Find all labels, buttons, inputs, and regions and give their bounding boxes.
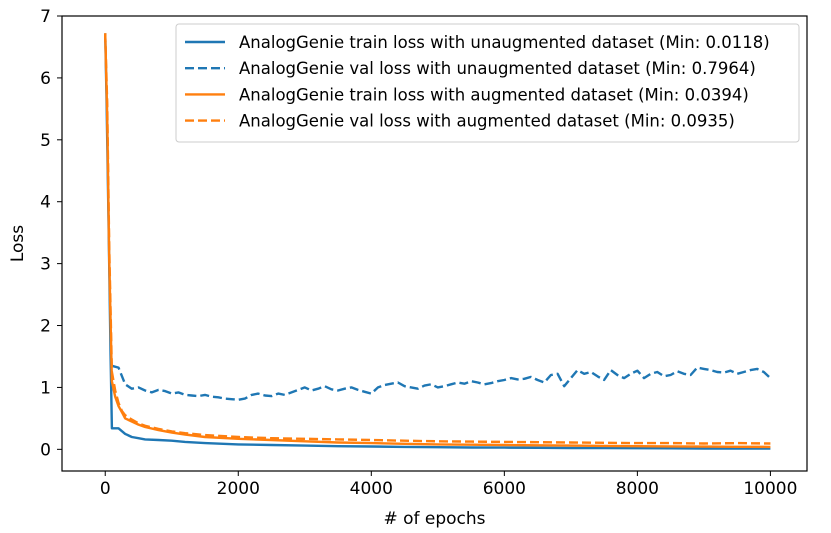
- y-tick-label: 2: [40, 317, 51, 337]
- y-tick-label: 7: [40, 7, 51, 27]
- x-tick-label: 10000: [743, 479, 797, 499]
- x-axis-label: # of epochs: [383, 509, 485, 529]
- y-tick-label: 0: [40, 440, 51, 460]
- series-line-2: [104, 33, 771, 449]
- y-tick-label: 1: [40, 378, 51, 398]
- ticks-layer: 0 2000 4000 6000 8000 10000 0 1 2 3 4 5 6 7: [40, 7, 797, 499]
- legend-label-3: AnalogGenie val loss with augmented data…: [239, 112, 735, 131]
- series-line-0: [104, 33, 771, 450]
- x-tick-label: 6000: [483, 479, 526, 499]
- y-axis-label: Loss: [8, 225, 28, 262]
- legend-box: [175, 23, 800, 143]
- legend: AnalogGenie train loss with unaugmented …: [175, 23, 800, 143]
- legend-label-2: AnalogGenie train loss with augmented da…: [239, 85, 749, 104]
- legend-label-0: AnalogGenie train loss with unaugmented …: [239, 33, 770, 52]
- x-tick-label: 2000: [217, 479, 260, 499]
- y-tick-label: 3: [40, 255, 51, 275]
- series-line-3: [104, 33, 771, 445]
- series-layer: [104, 33, 772, 450]
- x-tick-label: 8000: [616, 479, 659, 499]
- x-tick-label: 0: [100, 479, 111, 499]
- y-tick-label: 6: [40, 69, 51, 89]
- legend-label-1: AnalogGenie val loss with unaugmented da…: [239, 59, 756, 78]
- plot-frame: [61, 15, 808, 472]
- y-tick-label: 4: [40, 193, 51, 213]
- y-tick-label: 5: [40, 131, 51, 151]
- x-tick-label: 4000: [350, 479, 393, 499]
- series-line-1: [111, 364, 772, 401]
